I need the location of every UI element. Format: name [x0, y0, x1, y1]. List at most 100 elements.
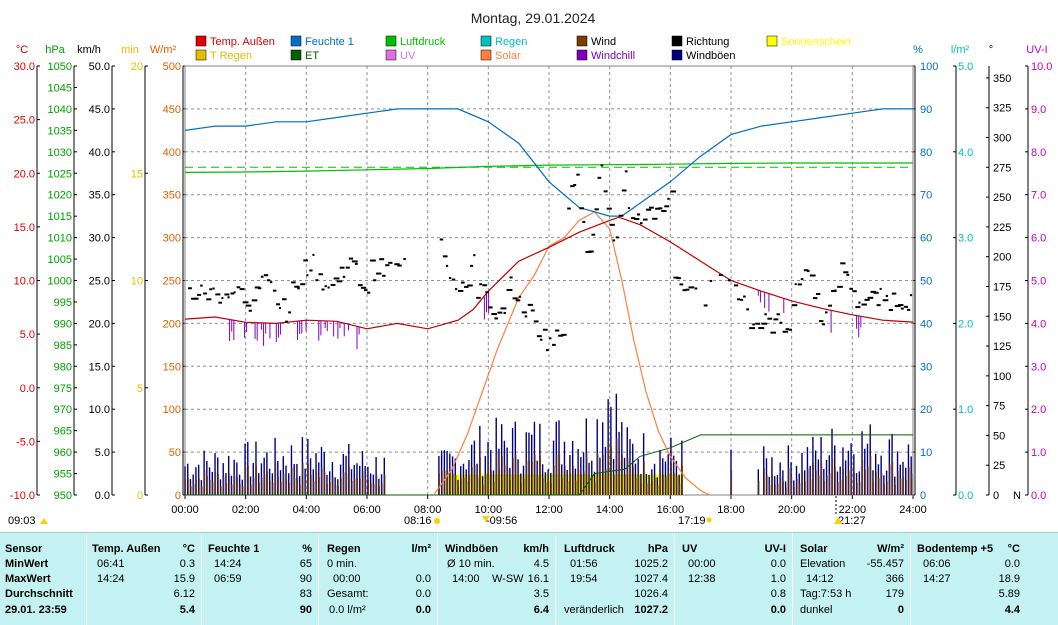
weather-chart: Montag, 29.01.2024 Temp. Außen Feuchte 1 L…: [8, 10, 1053, 527]
solar-tick-label: 100: [163, 404, 181, 416]
series-et: [185, 434, 913, 496]
x-tick-label: 10:00: [475, 504, 503, 516]
direction-point: [664, 205, 670, 208]
direction-point: [773, 318, 779, 321]
direction-point: [746, 308, 750, 311]
direction-point: [882, 299, 889, 302]
direction-point: [585, 250, 592, 253]
direction-point: [263, 274, 269, 277]
legend-swatch: [480, 35, 492, 47]
stats-press-trend: veränderlich: [564, 604, 624, 616]
legend-swatch: [766, 35, 778, 47]
direction-point: [679, 283, 684, 286]
solar-tick-label: 250: [163, 276, 181, 288]
press-tick-label: 955: [54, 469, 72, 481]
press-tick-label: 1010: [48, 233, 72, 245]
stats-temp-min: 0.3: [179, 558, 195, 570]
legend-swatch: [385, 49, 397, 61]
direction-point: [797, 283, 802, 286]
direction-point: [285, 320, 289, 323]
direction-point: [667, 197, 670, 200]
stats-gust-max: 16.1: [527, 573, 549, 585]
direction-point: [500, 307, 507, 310]
temp-tick-label: 20.0: [14, 168, 35, 180]
direction-point: [297, 287, 300, 290]
direction-point: [646, 208, 652, 211]
stats-uv-min-time: 00:00: [688, 558, 716, 570]
direction-point: [394, 263, 400, 266]
direction-point: [518, 295, 522, 298]
hum-tick-label: 70: [920, 190, 932, 202]
direction-point: [764, 313, 767, 316]
marker-moon-label: 21:27: [838, 515, 866, 527]
stats-hum-min: 65: [299, 558, 312, 570]
label-sensor: Sensor: [5, 543, 43, 555]
direction-point: [360, 286, 367, 289]
press-tick-label: 950: [54, 490, 72, 502]
direction-point: [336, 280, 343, 283]
direction-point: [279, 306, 282, 309]
direction-point: [794, 283, 797, 286]
solar-tick-label: 150: [163, 361, 181, 373]
direction-point: [570, 185, 575, 188]
direction-point: [600, 164, 604, 167]
legend-label: T Regen: [210, 50, 252, 62]
stats-soil-title: Bodentemp +5: [917, 543, 994, 555]
direction-point: [846, 273, 850, 276]
axes: 00:00 02:00 04:00 06:00 08:00 10:00 12:00 14:00…: [10, 44, 1053, 516]
stats-soil-last: 4.4: [1004, 604, 1020, 616]
direction-point: [367, 291, 371, 294]
stats-rain-r2-time: 00:00: [333, 573, 361, 585]
dir-tick-label: 150: [993, 311, 1011, 323]
direction-point: [303, 259, 308, 262]
legend-swatch: [480, 49, 492, 61]
stats-uv-title: UV: [682, 543, 698, 555]
direction-point: [822, 323, 826, 326]
direction-point: [445, 264, 449, 267]
direction-point: [318, 273, 323, 276]
rain-axis-unit: l/m²: [951, 44, 970, 56]
wind-tick-label: 5.0: [95, 447, 110, 459]
direction-point: [597, 176, 602, 179]
direction-point: [818, 320, 824, 323]
x-tick-label: 20:00: [778, 504, 806, 516]
direction-point: [221, 297, 224, 300]
dir-tick-label: 175: [993, 281, 1011, 293]
chart-title: Montag, 29.01.2024: [471, 10, 596, 26]
direction-point: [536, 335, 542, 338]
solar-tick-label: 50: [169, 447, 181, 459]
stats-hum-unit: %: [302, 543, 312, 555]
x-tick-label: 00:00: [171, 504, 199, 516]
stats-solar-daylen: Tag:7:53 h: [800, 588, 852, 600]
direction-point: [479, 283, 483, 286]
temp-tick-label: 10.0: [14, 276, 35, 288]
press-tick-label: 1045: [48, 82, 72, 94]
direction-point: [752, 323, 755, 326]
x-tick-label: 18:00: [717, 504, 745, 516]
statistics-table: Sensor MinWert MaxWert Durchschnitt 29.0…: [0, 532, 1058, 625]
direction-point: [718, 274, 723, 277]
stats-soil-max: 18.9: [998, 573, 1020, 585]
legend-label: ET: [305, 50, 319, 62]
direction-point: [230, 292, 235, 295]
direction-point: [458, 289, 464, 292]
direction-point: [594, 208, 599, 211]
direction-point: [388, 261, 393, 264]
series-feuchte-1: [184, 108, 913, 217]
direction-point: [288, 311, 292, 314]
stats-soil-max-time: 14:27: [923, 573, 951, 585]
direction-point: [312, 253, 315, 256]
stats-temp-unit: °C: [182, 543, 195, 555]
stats-gust-avg10-label: Ø 10 min.: [447, 558, 495, 570]
direction-point: [825, 311, 828, 314]
time-markers: 09:03 08:16 -09:56 17:19 21:27: [8, 496, 866, 527]
rain-tick-label: 3.0: [958, 233, 973, 245]
direction-point: [321, 288, 325, 291]
min-tick-label: 5: [137, 383, 143, 395]
uv-tick-label: 9.0: [1031, 104, 1046, 116]
direction-point: [257, 287, 262, 290]
x-tick-label: 16:00: [657, 504, 685, 516]
direction-point: [670, 190, 677, 193]
direction-point: [885, 294, 888, 297]
direction-point: [800, 278, 804, 281]
